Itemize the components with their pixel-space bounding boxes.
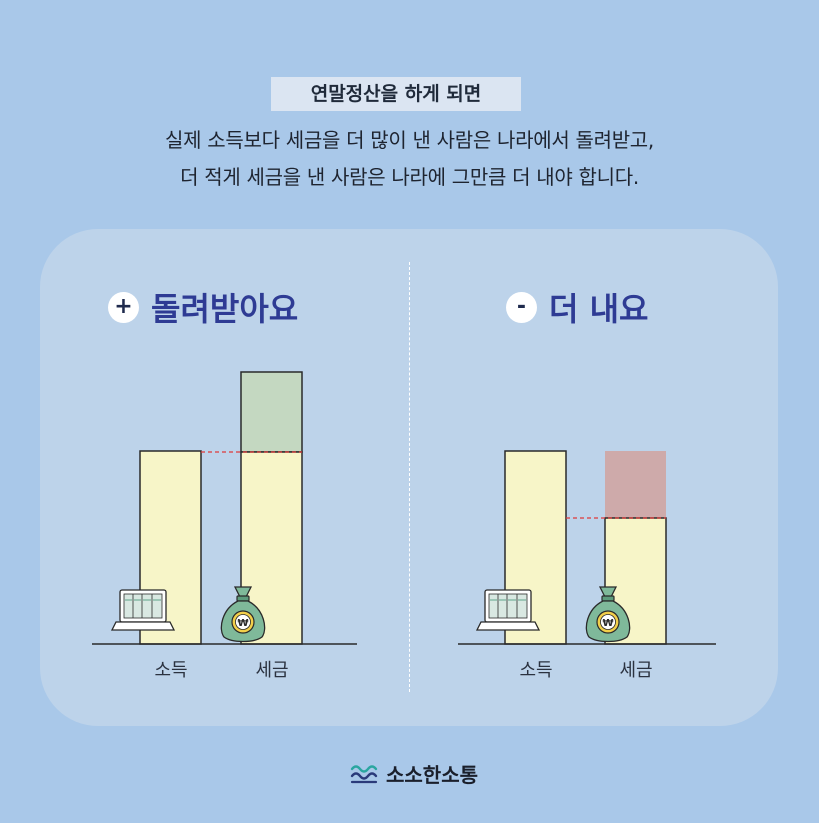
subtitle-line-2: 더 적게 세금을 낸 사람은 나라에 그만큼 더 내야 합니다.	[180, 165, 639, 189]
owe-title: 더 내요	[549, 290, 649, 328]
won-symbol: ₩	[602, 618, 613, 629]
minus-icon: -	[506, 291, 537, 323]
left-income-label: 소득	[154, 660, 188, 681]
left-tax-excess	[240, 371, 303, 453]
laptop-icon	[475, 589, 541, 631]
brand-name: 소소한소통	[386, 762, 478, 787]
right-tax-shortfall	[605, 451, 666, 518]
brand-logo: 소소한소통	[350, 758, 478, 788]
won-symbol: ₩	[237, 618, 248, 629]
plus-icon: +	[108, 291, 139, 323]
money-bag-icon: ₩	[220, 586, 266, 643]
money-bag-icon: ₩	[585, 586, 631, 643]
panel-divider	[409, 262, 410, 692]
wave-logo-icon	[350, 765, 378, 784]
right-income-label: 소득	[519, 660, 553, 681]
right-tax-label: 세금	[619, 660, 653, 681]
refund-heading: + 돌려받아요	[108, 287, 299, 328]
left-tax-label: 세금	[255, 660, 289, 681]
title-tag: 연말정산을 하게 되면	[271, 77, 521, 111]
refund-title: 돌려받아요	[151, 290, 299, 328]
owe-heading: - 더 내요	[506, 287, 649, 328]
subtitle-line-1: 실제 소득보다 세금을 더 많이 낸 사람은 나라에서 돌려받고,	[165, 128, 654, 152]
laptop-icon	[110, 589, 176, 631]
